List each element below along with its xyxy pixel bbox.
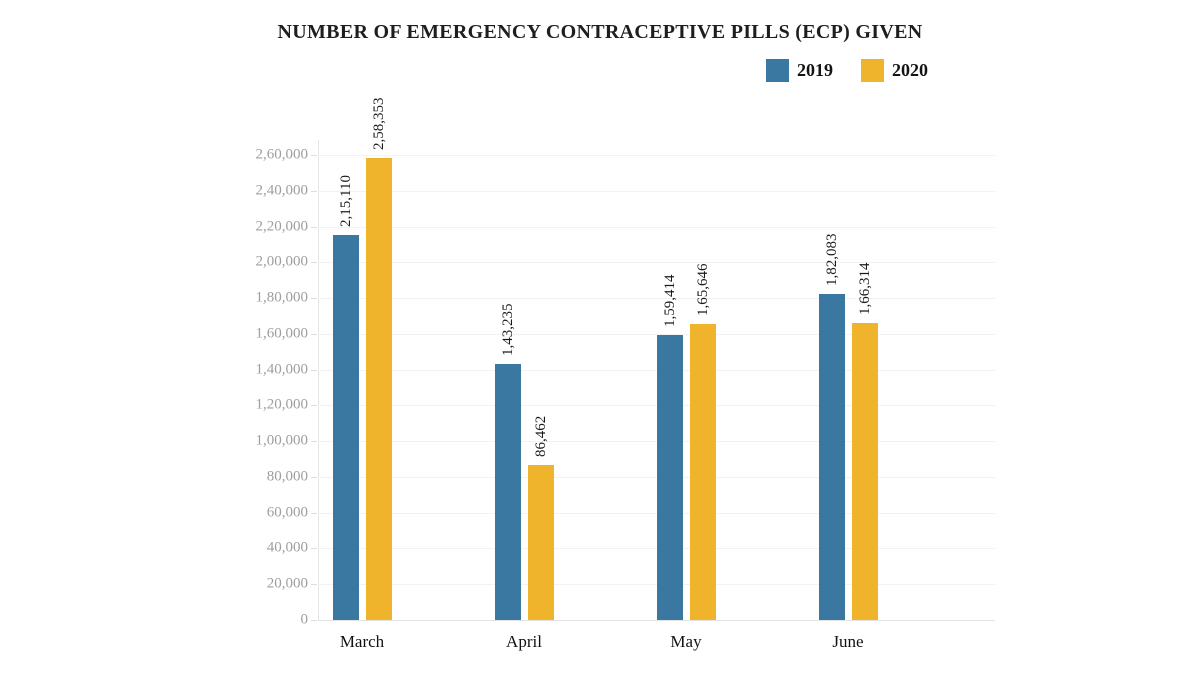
y-axis-tick: [311, 405, 317, 407]
y-axis-tick: [311, 548, 317, 550]
bar-june-2020: [851, 322, 878, 620]
value-label-april-2020: 86,462: [532, 416, 549, 458]
y-axis-tick: [311, 620, 317, 621]
y-axis-tick: [311, 584, 317, 586]
y-axis-line: [318, 140, 319, 620]
value-label-june-2020: 1,66,314: [856, 262, 873, 315]
legend-label-2019: 2019: [797, 60, 833, 80]
y-axis-tick-label: 40,000: [266, 539, 308, 556]
y-axis-tick: [311, 226, 317, 228]
y-axis-tick: [311, 262, 317, 264]
value-label-may-2020: 1,65,646: [694, 263, 711, 316]
y-axis-tick-label: 2,40,000: [255, 182, 309, 199]
x-axis-label-june: June: [832, 632, 864, 651]
y-axis-tick-label: 1,00,000: [255, 432, 309, 449]
value-label-march-2020: 2,58,353: [370, 97, 387, 150]
gridline: [318, 226, 995, 228]
legend: 2019 2020: [766, 59, 928, 82]
legend-item-2019: 2019: [766, 59, 833, 82]
bar-may-2019: [656, 334, 683, 620]
x-axis-baseline: [318, 620, 995, 621]
y-axis-tick: [311, 476, 317, 478]
x-axis-label-may: May: [670, 632, 702, 651]
bar-march-2020: [365, 157, 392, 620]
y-axis-tick-label: 2,20,000: [255, 218, 309, 235]
chart-title: NUMBER OF EMERGENCY CONTRACEPTIVE PILLS …: [277, 21, 923, 43]
y-axis-tick: [311, 369, 317, 371]
gridline: [318, 190, 995, 192]
y-axis-tick: [311, 333, 317, 335]
y-axis-tick-label: 1,20,000: [255, 396, 309, 413]
y-axis-tick-label: 80,000: [266, 468, 308, 485]
y-axis-tick-label: 1,80,000: [255, 289, 309, 306]
y-axis-tick: [311, 155, 317, 156]
y-axis-tick: [311, 298, 317, 300]
bar-april-2020: [527, 465, 554, 620]
legend-label-2020: 2020: [892, 60, 928, 80]
value-label-may-2019: 1,59,414: [661, 274, 678, 327]
legend-item-2020: 2020: [861, 59, 928, 82]
gridline: [318, 155, 995, 156]
bar-june-2019: [818, 294, 845, 620]
legend-swatch-2019: [766, 59, 789, 82]
x-axis-label-april: April: [506, 632, 542, 651]
bar-april-2019: [494, 363, 521, 620]
value-label-march-2019: 2,15,110: [337, 175, 354, 228]
legend-swatch-2020: [861, 59, 884, 82]
y-axis-tick: [311, 512, 317, 514]
y-axis-tick-label: 0: [300, 611, 309, 628]
value-label-april-2019: 1,43,235: [499, 303, 516, 356]
y-axis-tick-label: 1,60,000: [255, 325, 309, 342]
y-axis-tick-label: 2,00,000: [255, 253, 309, 270]
bar-may-2020: [689, 323, 716, 620]
gridline: [318, 262, 995, 264]
gridline: [318, 333, 995, 335]
y-axis-tick: [311, 441, 317, 443]
y-axis-tick-label: 20,000: [266, 575, 308, 592]
y-axis-tick: [311, 190, 317, 192]
value-label-june-2019: 1,82,083: [823, 233, 840, 287]
y-axis-tick-label: 2,60,000: [255, 146, 309, 163]
gridline: [318, 298, 995, 300]
bar-march-2019: [332, 235, 359, 620]
x-axis-label-march: March: [339, 632, 385, 651]
y-axis-tick-label: 60,000: [266, 504, 308, 521]
y-axis-tick-label: 1,40,000: [255, 361, 309, 378]
